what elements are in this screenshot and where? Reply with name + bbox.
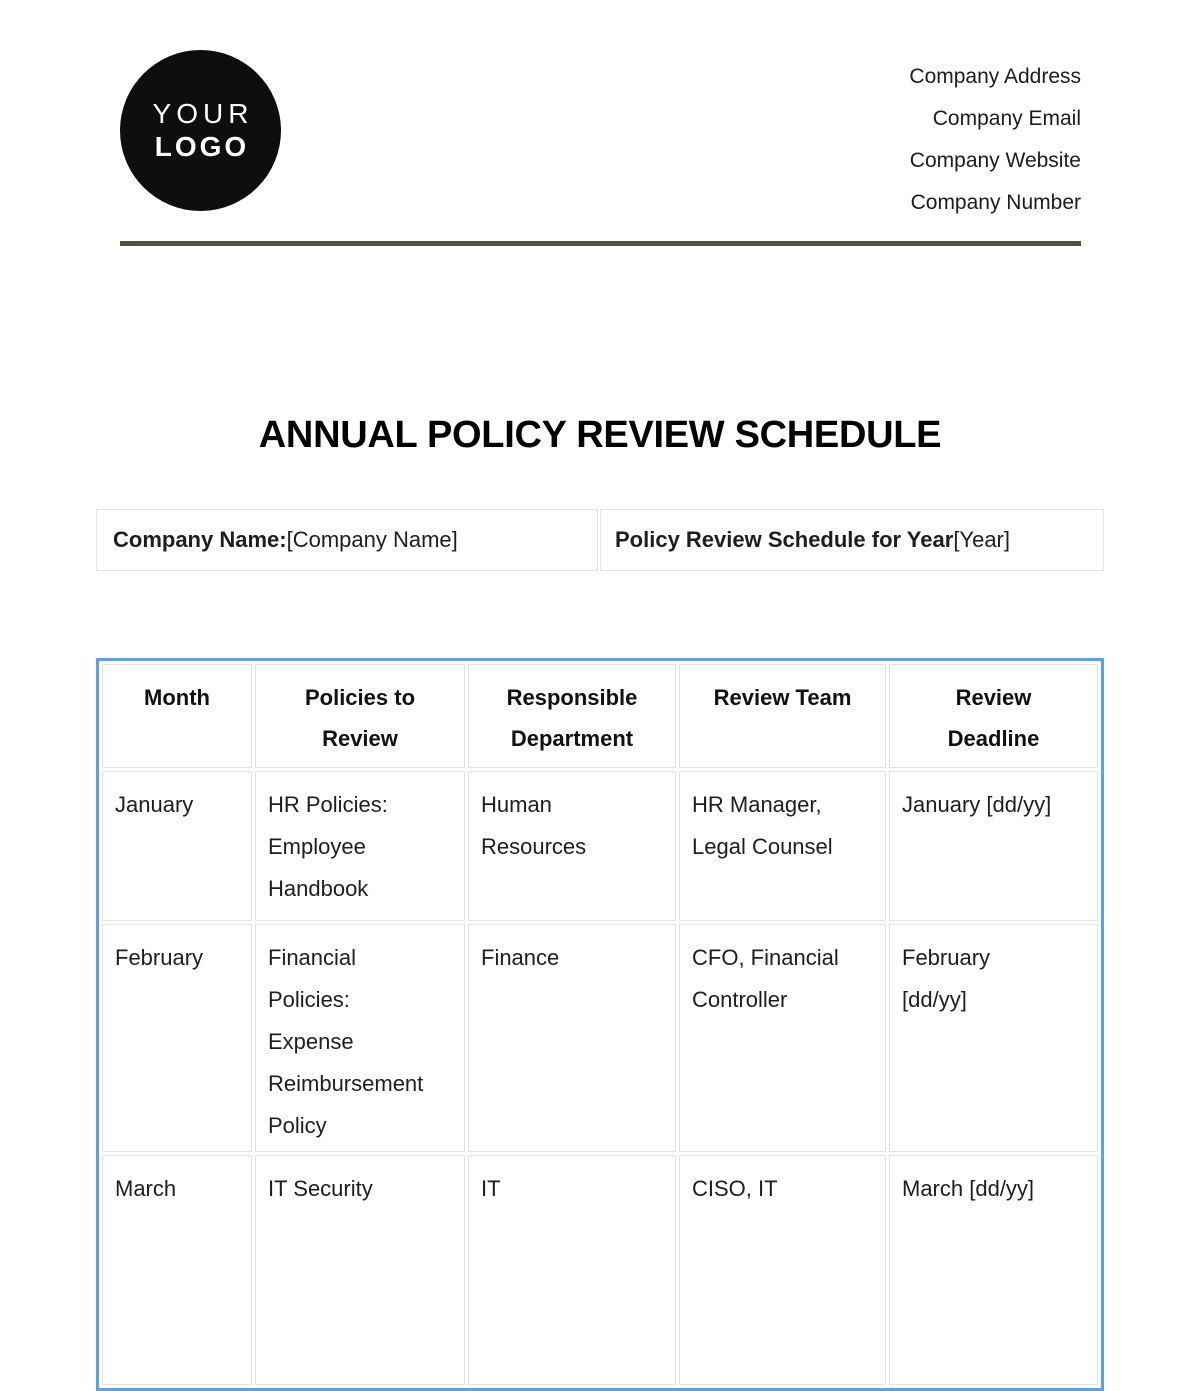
col-header-deadline: Review Deadline — [889, 664, 1098, 768]
company-logo: YOUR LOGO — [120, 50, 281, 211]
company-contact-block: Company Address Company Email Company We… — [909, 56, 1081, 224]
document-page: YOUR LOGO Company Address Company Email … — [96, 50, 1104, 1391]
cell-deadline: March [dd/yy] — [889, 1155, 1098, 1385]
col-header-review-team: Review Team — [679, 664, 886, 768]
logo-text-your: YOUR — [152, 98, 254, 129]
table-row-march: March IT Security IT CISO, IT March [dd/… — [102, 1155, 1098, 1385]
cell-department: Human Resources — [468, 771, 676, 921]
header-row: Month Policies to Review Responsible Dep… — [102, 664, 1098, 768]
schedule-table: Month Policies to Review Responsible Dep… — [96, 658, 1104, 1391]
col-header-department: Responsible Department — [468, 664, 676, 768]
page-title: ANNUAL POLICY REVIEW SCHEDULE — [258, 414, 942, 456]
cell-review-team: CFO, Financial Controller — [679, 924, 886, 1152]
cell-review-team: HR Manager, Legal Counsel — [679, 771, 886, 921]
company-address-line: Company Address — [909, 65, 1081, 88]
review-year-cell: Policy Review Schedule for Year [Year] — [600, 509, 1104, 571]
cell-review-team: CISO, IT — [679, 1155, 886, 1385]
col-header-month: Month — [102, 664, 252, 768]
cell-policies: IT Security — [255, 1155, 465, 1385]
col-header-policies: Policies to Review — [255, 664, 465, 768]
cell-department: Finance — [468, 924, 676, 1152]
cell-policies: HR Policies: Employee Handbook — [255, 771, 465, 921]
schedule-table-grid: Month Policies to Review Responsible Dep… — [99, 661, 1101, 1388]
company-website-line: Company Website — [909, 149, 1081, 172]
cell-department: IT — [468, 1155, 676, 1385]
header-divider-rule — [120, 241, 1081, 246]
table-row-january: January HR Policies: Employee Handbook H… — [102, 771, 1098, 921]
company-name-label: Company Name: — [113, 527, 287, 552]
cell-month: February — [102, 924, 252, 1152]
company-name-cell: Company Name: [Company Name] — [96, 509, 598, 571]
logo-text-logo: LOGO — [154, 131, 250, 162]
company-email-line: Company Email — [932, 107, 1081, 130]
cell-month: March — [102, 1155, 252, 1385]
cell-month: January — [102, 771, 252, 921]
review-year-value: [Year] — [953, 527, 1010, 552]
company-name-value: [Company Name] — [286, 527, 458, 552]
cell-deadline: January [dd/yy] — [889, 771, 1098, 921]
review-year-label: Policy Review Schedule for Year — [615, 527, 954, 552]
cell-policies: Financial Policies: Expense Reimbursemen… — [255, 924, 465, 1152]
table-row-february: February Financial Policies: Expense Rei… — [102, 924, 1098, 1152]
company-number-line: Company Number — [910, 191, 1081, 214]
cell-deadline: February [dd/yy] — [889, 924, 1098, 1152]
info-bar: Company Name: [Company Name] Policy Revi… — [96, 509, 1104, 571]
